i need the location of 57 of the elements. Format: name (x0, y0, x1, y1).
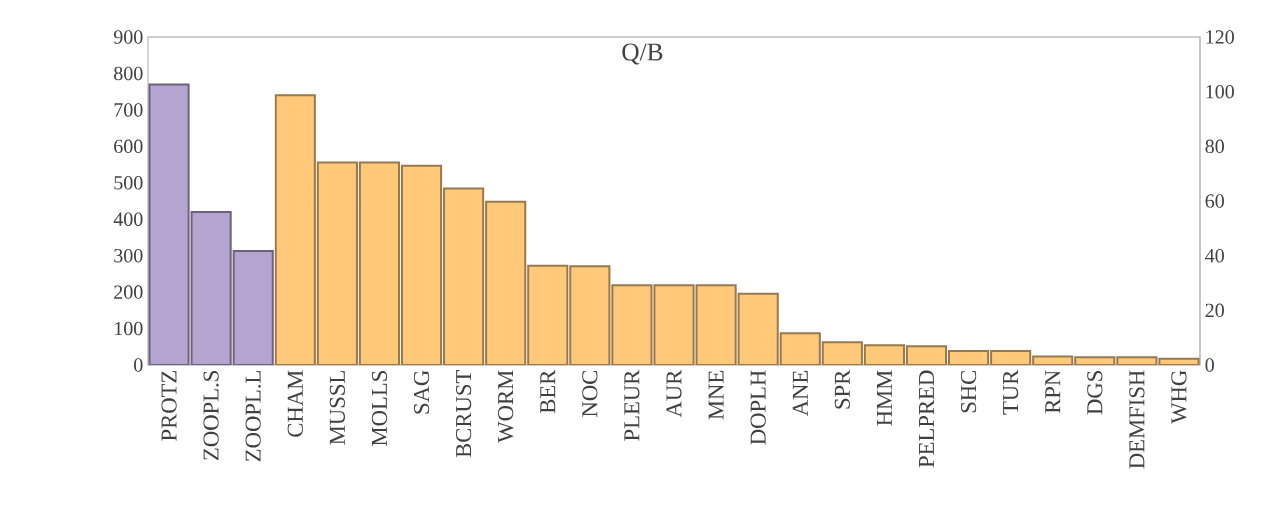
y-tick-label: 900 (113, 30, 143, 44)
x-tick-label: ZOOPL.L (245, 371, 261, 462)
bar (148, 83, 190, 365)
y2-tick-label: 80 (1205, 139, 1224, 154)
y-tick-label: 100 (115, 321, 143, 336)
y2-tick-label: 0 (1205, 358, 1214, 372)
x-tick-label: ZOOPL.S (203, 371, 219, 460)
x-tick-label: WORM (498, 370, 514, 443)
y2-tick-label: 120 (1206, 30, 1234, 44)
x-tick-label: RPN (1045, 370, 1061, 414)
x-tick-label: SHC (960, 370, 977, 413)
x-tick-label: PLEUR (624, 369, 640, 441)
x-tick-label: TUR (1003, 369, 1019, 415)
chart-title: Q/B (622, 43, 663, 65)
x-tick-label: DGS (1087, 371, 1103, 415)
y2-tick-label: 100 (1206, 84, 1234, 99)
x-tick-label: BER (540, 369, 556, 414)
x-tick-label: BCRUST (455, 370, 472, 458)
x-tick-label: NOC (582, 370, 598, 417)
bar (738, 293, 778, 365)
x-tick-label: DOPLH (750, 370, 766, 445)
x-tick-label: SAG (413, 370, 430, 414)
x-tick-label: MOLLS (371, 371, 388, 446)
bar (612, 285, 652, 365)
x-tick-label: PROTZ (161, 370, 177, 441)
y-tick-label: 300 (114, 248, 143, 263)
bar (528, 265, 568, 365)
bar (654, 285, 694, 365)
x-tick-label: HMM (876, 370, 892, 426)
x-tick-label: AUR (666, 369, 682, 418)
bar (190, 210, 232, 365)
y2-tick-label: 60 (1205, 194, 1224, 208)
x-tick-label: CHAM (287, 370, 303, 437)
y-tick-label: 500 (114, 176, 143, 190)
x-tick-label: MNE (708, 370, 724, 420)
y2-tick-label: 40 (1205, 248, 1224, 263)
bar (317, 162, 357, 365)
bar (486, 201, 526, 365)
y2-tick-label: 20 (1205, 303, 1224, 318)
x-tick-label: ANE (792, 370, 808, 417)
y-tick-label: 700 (114, 103, 143, 117)
bar (696, 285, 736, 365)
y-tick-label: 800 (114, 66, 143, 81)
bar (275, 95, 315, 365)
y-tick-label: 200 (114, 285, 143, 299)
bar (570, 266, 610, 365)
x-tick-label: PELPRED (919, 370, 934, 468)
x-tick-label: MUSSL (329, 371, 345, 445)
bar (359, 162, 400, 365)
y-tick-label: 0 (134, 358, 143, 372)
bar (444, 188, 484, 365)
x-tick-label: SPR (834, 369, 850, 409)
x-tick-label: DEMFISH (1129, 370, 1145, 469)
y-tick-label: 400 (113, 212, 143, 226)
bar (401, 165, 442, 365)
y-tick-label: 600 (114, 139, 143, 154)
x-tick-label: WHG (1171, 370, 1187, 424)
